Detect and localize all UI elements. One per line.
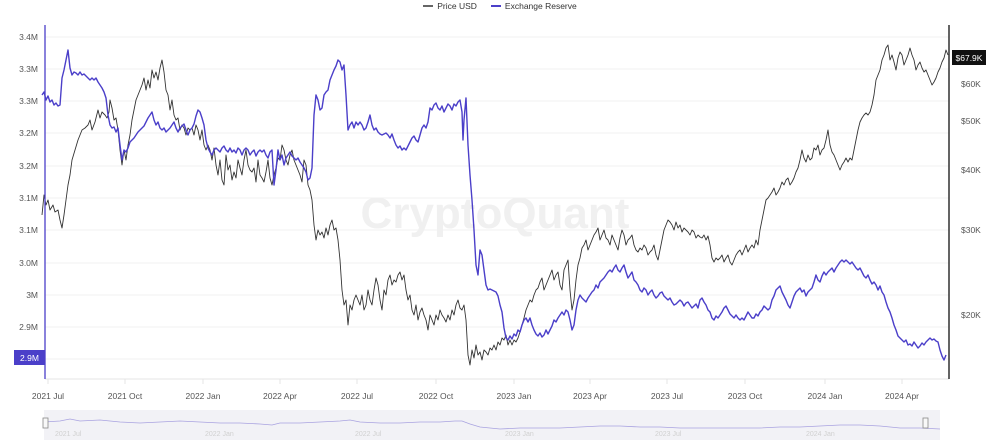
x-tick: 2022 Jan bbox=[186, 391, 221, 401]
right-tick: $20K bbox=[961, 310, 981, 320]
navigator-label: 2023 Jan bbox=[505, 431, 534, 438]
left-current-value-badge: 2.9M bbox=[14, 350, 45, 365]
left-tick: 3.3M bbox=[19, 64, 38, 74]
left-axis-ticks: 3.4M 3.3M 3.3M 3.2M 3.2M 3.1M 3.1M 3.0M … bbox=[19, 32, 38, 332]
legend-item-reserve[interactable]: Exchange Reserve bbox=[490, 0, 577, 12]
x-tick: 2022 Jul bbox=[341, 391, 373, 401]
chart-legend: Price USD Exchange Reserve bbox=[0, 0, 1000, 12]
left-tick: 3.3M bbox=[19, 96, 38, 106]
left-tick: 3.4M bbox=[19, 32, 38, 42]
left-tick: 3.1M bbox=[19, 193, 38, 203]
x-tick: 2023 Apr bbox=[573, 391, 607, 401]
navigator-right-handle[interactable] bbox=[922, 417, 929, 429]
navigator-label: 2021 Jul bbox=[55, 431, 82, 438]
left-tick: 3.0M bbox=[19, 258, 38, 268]
x-axis-ticks: 2021 Jul 2021 Oct 2022 Jan 2022 Apr 2022… bbox=[32, 391, 919, 401]
price-swatch-icon bbox=[423, 5, 434, 7]
reserve-swatch-icon bbox=[490, 5, 501, 7]
x-tick: 2023 Oct bbox=[728, 391, 763, 401]
left-current-value: 2.9M bbox=[20, 353, 39, 363]
right-tick: $60K bbox=[961, 79, 981, 89]
left-tick: 3.2M bbox=[19, 161, 38, 171]
x-tick: 2021 Oct bbox=[108, 391, 143, 401]
navigator-background bbox=[44, 410, 940, 440]
price-usd-line[interactable] bbox=[41, 44, 949, 366]
navigator-label: 2022 Jan bbox=[205, 431, 234, 438]
navigator-series-line bbox=[43, 418, 941, 430]
x-tick: 2022 Apr bbox=[263, 391, 297, 401]
x-tick: 2021 Jul bbox=[32, 391, 64, 401]
x-tick: 2024 Jan bbox=[808, 391, 843, 401]
left-tick: 3.1M bbox=[19, 225, 38, 235]
navigator-left-handle[interactable] bbox=[42, 417, 49, 429]
right-tick: $50K bbox=[961, 116, 981, 126]
navigator-label: 2023 Jul bbox=[655, 431, 682, 438]
x-tick: 2023 Jan bbox=[497, 391, 532, 401]
right-current-value-badge: $67.9K bbox=[952, 50, 986, 65]
navigator-label: 2022 Jul bbox=[355, 431, 382, 438]
legend-item-price[interactable]: Price USD bbox=[423, 0, 477, 12]
legend-label-price: Price USD bbox=[437, 1, 477, 11]
right-tick: $30K bbox=[961, 225, 981, 235]
left-tick: 3M bbox=[26, 290, 38, 300]
watermark: CryptoQuant bbox=[361, 189, 630, 238]
left-tick: 2.9M bbox=[19, 322, 38, 332]
x-tick: 2023 Jul bbox=[651, 391, 683, 401]
range-navigator[interactable]: 2021 Jul 2022 Jan 2022 Jul 2023 Jan 2023… bbox=[42, 410, 941, 440]
right-axis-ticks: $60K $50K $40K $30K $20K bbox=[961, 79, 981, 320]
left-tick: 3.2M bbox=[19, 128, 38, 138]
navigator-label: 2024 Jan bbox=[806, 431, 835, 438]
exchange-reserve-line[interactable] bbox=[41, 49, 947, 361]
x-tick: 2022 Oct bbox=[419, 391, 454, 401]
x-tick: 2024 Apr bbox=[885, 391, 919, 401]
right-tick: $40K bbox=[961, 165, 981, 175]
x-axis-tick-marks bbox=[47, 379, 903, 384]
legend-label-reserve: Exchange Reserve bbox=[504, 1, 577, 11]
right-current-value: $67.9K bbox=[956, 53, 983, 63]
